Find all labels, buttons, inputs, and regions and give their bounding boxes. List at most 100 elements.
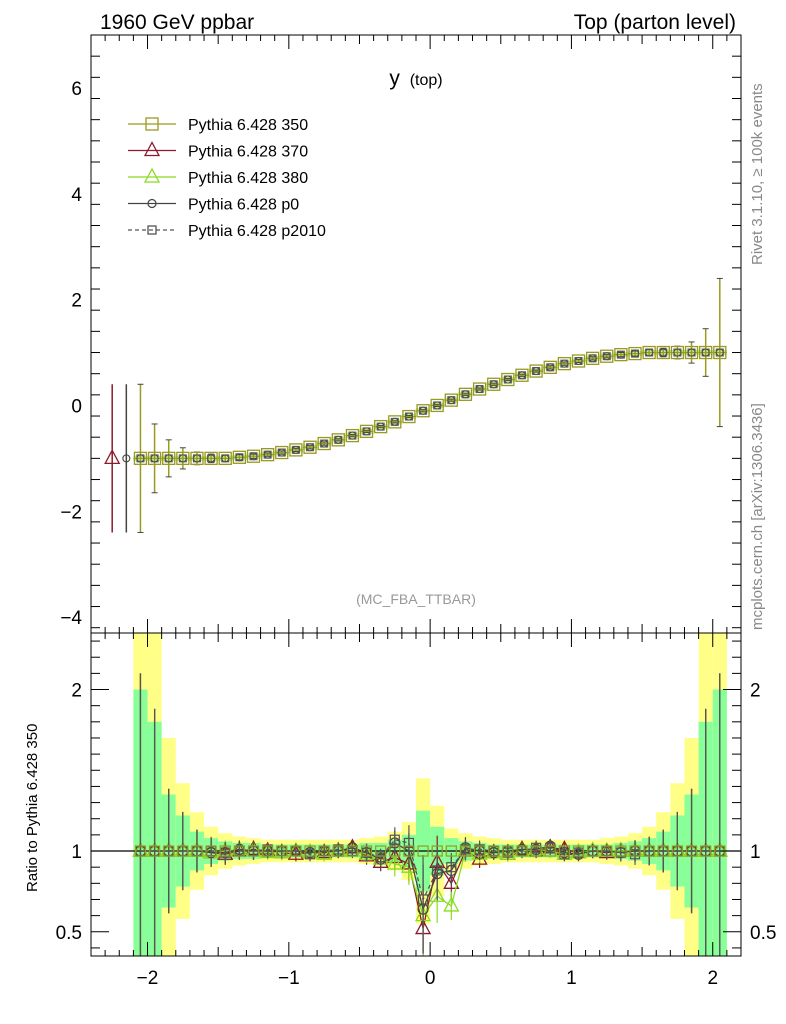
main-panel: −4 −2 0 2 4 6 y (top) (MC_FBA_TTBAR) Pythia 6… bbox=[60, 34, 742, 634]
main-point-350 bbox=[585, 351, 600, 365]
ratio-point-350 bbox=[572, 845, 585, 857]
main-point-p2010 bbox=[164, 454, 173, 463]
main-point-350 bbox=[190, 451, 204, 466]
y-tick-label-ratio-right: 1 bbox=[750, 842, 761, 863]
legend-entry: Pythia 6.428 380 bbox=[128, 167, 308, 187]
main-axis-ticks: −4 −2 0 2 4 6 bbox=[60, 35, 742, 633]
main-point-p2010 bbox=[574, 356, 583, 365]
main-point-350 bbox=[571, 354, 586, 368]
ratio-point-350 bbox=[191, 845, 203, 857]
ratio-point-350 bbox=[459, 845, 472, 857]
main-point-350 bbox=[388, 415, 402, 429]
ratio-point-350 bbox=[148, 845, 161, 857]
main-point-p0-extra bbox=[122, 454, 131, 463]
ratio-point-350 bbox=[601, 845, 613, 857]
main-point-350 bbox=[684, 345, 699, 360]
main-point-350 bbox=[501, 372, 515, 387]
ratio-point-triangle bbox=[429, 886, 446, 902]
main-point-350 bbox=[515, 368, 529, 382]
ratio-point-350 bbox=[700, 845, 712, 857]
main-point-350 bbox=[162, 451, 176, 466]
legend-label: Pythia 6.428 370 bbox=[188, 144, 308, 161]
main-point-350 bbox=[147, 451, 162, 466]
main-point-350 bbox=[204, 451, 218, 466]
analysis-watermark: (MC_FBA_TTBAR) bbox=[356, 591, 476, 607]
ratio-point-350 bbox=[445, 845, 457, 857]
main-point-p2010 bbox=[362, 427, 371, 436]
y-tick-label-ratio-right: 0.5 bbox=[750, 923, 776, 944]
x-tick-label: 0 bbox=[425, 968, 436, 989]
main-point-350 bbox=[176, 451, 190, 466]
main-point-350 bbox=[232, 450, 247, 464]
ratio-point-triangle bbox=[471, 849, 488, 865]
main-point-350 bbox=[133, 451, 148, 466]
ratio-point-square bbox=[375, 852, 386, 863]
main-point-p2010 bbox=[503, 375, 512, 384]
main-point-p2010 bbox=[546, 363, 555, 372]
main-point-370-extra bbox=[104, 448, 121, 465]
ratio-point-square bbox=[432, 865, 443, 876]
main-point-350 bbox=[359, 424, 374, 439]
x-tick-label: 1 bbox=[566, 968, 577, 989]
main-point-p2010 bbox=[475, 385, 484, 394]
legend-label: Pythia 6.428 350 bbox=[188, 117, 308, 134]
main-point-p2010 bbox=[602, 352, 611, 361]
ratio-point-350 bbox=[163, 845, 175, 857]
ratio-point-350 bbox=[134, 845, 147, 857]
main-point-p2010 bbox=[207, 454, 216, 463]
main-point-p2010 bbox=[263, 450, 272, 459]
header-right: Top (parton level) bbox=[574, 11, 736, 34]
main-point-p2010 bbox=[235, 453, 244, 462]
main-point-350 bbox=[529, 364, 543, 378]
ratio-point-350 bbox=[431, 845, 443, 857]
ratio-point-square bbox=[446, 862, 457, 873]
main-point-p2010 bbox=[461, 390, 470, 399]
main-point-p2010 bbox=[320, 439, 329, 448]
ratio-point-350 bbox=[473, 845, 486, 857]
legend-marker-triangle bbox=[143, 141, 161, 157]
ratio-point-350 bbox=[403, 845, 415, 857]
plot-title: y (top) bbox=[389, 67, 442, 90]
ratio-point-square bbox=[417, 894, 429, 905]
ratio-point-350 bbox=[247, 845, 260, 857]
y-tick-label-ratio-right: 2 bbox=[750, 681, 761, 702]
y-tick-label-main: −4 bbox=[60, 608, 82, 629]
main-point-350 bbox=[218, 451, 232, 466]
main-point-p2010 bbox=[291, 445, 300, 454]
main-point-350 bbox=[303, 440, 317, 454]
ratio-point-350 bbox=[205, 845, 217, 857]
main-point-p2010 bbox=[433, 401, 442, 410]
main-point-p2010 bbox=[645, 348, 654, 357]
ratio-point-triangle bbox=[443, 873, 460, 889]
x-tick-label: −2 bbox=[137, 968, 159, 989]
plot-title-main: y bbox=[389, 67, 400, 90]
ratio-y-label: Ratio to Pythia 6.428 350 bbox=[24, 724, 41, 892]
ratio-point-350 bbox=[318, 845, 330, 857]
y-tick-label-ratio: 1 bbox=[71, 842, 82, 863]
main-point-350 bbox=[374, 419, 388, 434]
main-point-p2010 bbox=[616, 350, 625, 359]
legend-label: Pythia 6.428 380 bbox=[188, 170, 308, 187]
main-point-p2010 bbox=[532, 367, 541, 376]
main-point-p2010 bbox=[376, 422, 385, 431]
legend-label: Pythia 6.428 p2010 bbox=[188, 223, 326, 240]
ratio-point-350 bbox=[332, 845, 344, 857]
main-point-350 bbox=[345, 428, 360, 443]
rivet-version-text: Rivet 3.1.10, ≥ 100k events bbox=[749, 83, 766, 265]
main-point-p2010 bbox=[404, 412, 413, 421]
main-point-p2010 bbox=[334, 435, 343, 444]
main-point-350 bbox=[699, 345, 713, 360]
ratio-line bbox=[140, 838, 720, 902]
legend-marker-square bbox=[145, 117, 159, 131]
main-point-350 bbox=[472, 382, 487, 396]
x-tick-label: 2 bbox=[707, 968, 718, 989]
main-point-350 bbox=[289, 443, 303, 457]
legend-entry: Pythia 6.428 350 bbox=[128, 117, 308, 134]
ratio-point-350 bbox=[360, 845, 373, 857]
ratio-point-triangle bbox=[287, 844, 304, 860]
main-point-p2010 bbox=[560, 359, 569, 368]
ratio-point-350 bbox=[657, 845, 669, 857]
main-point-350 bbox=[543, 360, 557, 374]
legend-marker-triangle bbox=[143, 167, 161, 183]
